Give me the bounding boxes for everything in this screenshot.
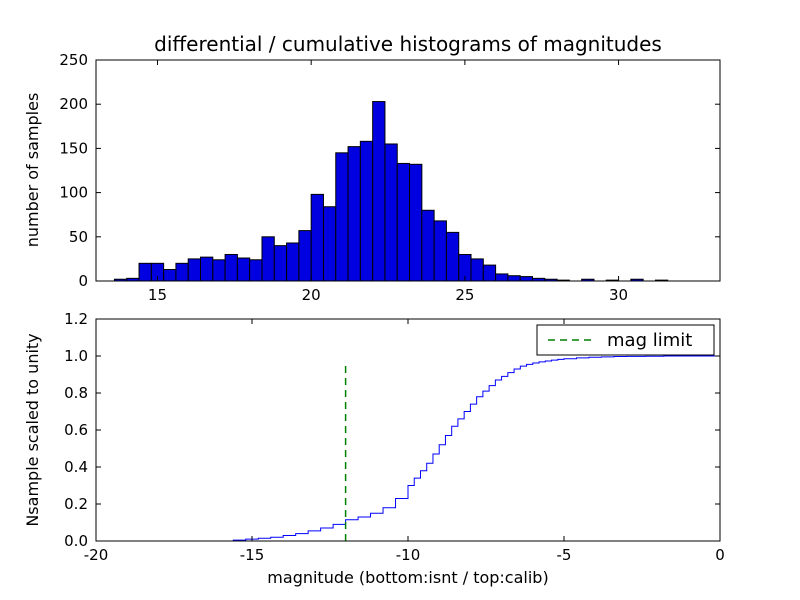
y-tick-label: 250 [59, 51, 88, 69]
y-tick-label: 0.4 [64, 458, 88, 476]
histogram-bar [495, 273, 509, 282]
y-tick-label: 50 [69, 228, 88, 246]
bottom-x-axis-label: magnitude (bottom:isnt / top:calib) [267, 568, 548, 587]
histogram-bar [187, 258, 202, 282]
histogram-bar [445, 231, 460, 282]
histogram-bar [347, 146, 361, 282]
y-tick-label: 150 [59, 139, 88, 157]
histogram-bars-group [113, 101, 669, 282]
y-tick-label: 100 [59, 184, 88, 202]
x-tick-label: -5 [557, 546, 572, 564]
histogram-bar [409, 163, 423, 282]
top-y-axis-label: number of samples [23, 93, 42, 248]
histogram-bar [482, 264, 497, 282]
x-tick-label: 25 [455, 286, 474, 304]
axes-frame [95, 59, 721, 282]
histogram-bar [519, 276, 534, 282]
y-tick-label: 0.6 [64, 421, 88, 439]
x-tick-label: -20 [84, 546, 109, 564]
histogram-bar [470, 258, 484, 282]
histogram-bar [273, 245, 288, 282]
histogram-bar [261, 236, 275, 282]
cumulative-step-curve [96, 355, 720, 542]
legend-label: mag limit [607, 330, 692, 351]
histogram-bar [175, 262, 189, 282]
histogram-bar [236, 257, 251, 282]
x-tick-label: 20 [302, 286, 321, 304]
histogram-bar [421, 209, 435, 282]
histogram-bar [224, 253, 238, 282]
histogram-bar [396, 162, 411, 282]
histogram-bar [322, 206, 337, 282]
histogram-bar [138, 262, 152, 282]
cumulative-curve-group [96, 355, 720, 542]
legend: mag limit [536, 324, 715, 356]
histogram-bar [335, 152, 349, 282]
histogram-bar [200, 256, 214, 282]
y-tick-label: 1.0 [64, 347, 88, 365]
bottom-y-axis-label: Nsample scaled to unity [23, 333, 42, 526]
bottom-axes: -20 -15 -10 -5 0 0.0 0.2 0.4 0.6 0.8 1.0 1.2 [64, 310, 725, 564]
histogram-bar [163, 269, 177, 282]
histogram-bar [372, 101, 386, 282]
histogram-bar [286, 242, 300, 282]
histogram-bar [359, 140, 374, 282]
y-tick-label: 200 [59, 95, 88, 113]
y-tick-label: 0.0 [64, 532, 88, 550]
y-tick-label: 0.2 [64, 495, 88, 513]
figure-title: differential / cumulative histograms of … [154, 32, 662, 56]
x-tick-label: 30 [609, 286, 628, 304]
histogram-bar [384, 143, 398, 282]
x-tick-label: -10 [396, 546, 421, 564]
histogram-bar [298, 230, 312, 282]
histogram-bar [433, 220, 447, 282]
y-tick-label: 0.8 [64, 384, 88, 402]
x-tick-label: 15 [148, 286, 167, 304]
histogram-bar [249, 259, 263, 282]
y-tick-label: 1.2 [64, 310, 88, 328]
top-axes: 15 20 25 30 0 50 100 150 200 250 [59, 51, 721, 304]
y-tick-label: 0 [78, 272, 88, 290]
x-tick-label: 0 [715, 546, 725, 564]
histogram-bar [507, 275, 521, 282]
histogram-bar [212, 259, 226, 282]
histogram-bar [310, 193, 324, 282]
x-tick-label: -15 [240, 546, 265, 564]
